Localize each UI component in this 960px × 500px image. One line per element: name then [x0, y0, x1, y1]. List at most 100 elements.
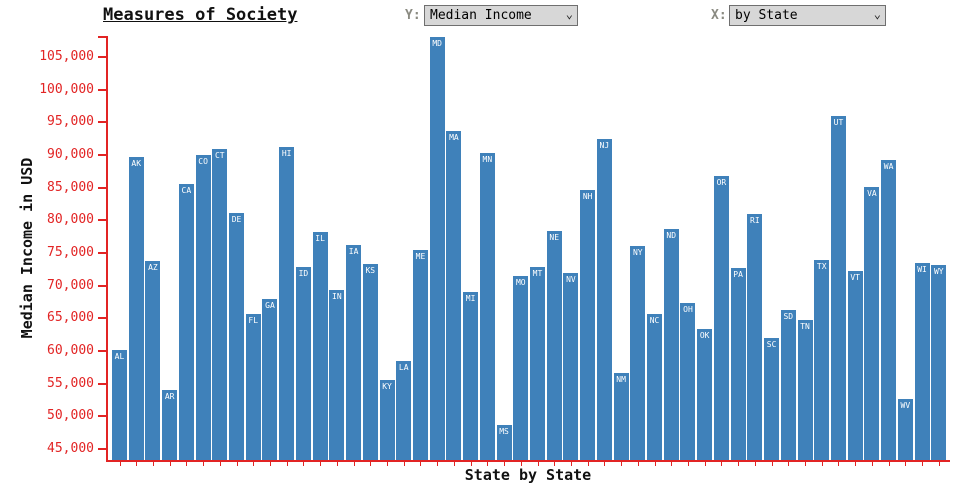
y-tick-label: 105,000: [39, 49, 94, 64]
bar-label: NJ: [599, 141, 610, 151]
bar-label: UT: [833, 117, 844, 127]
x-tick: [236, 462, 238, 466]
x-tick: [621, 462, 623, 466]
bar-label: AK: [131, 158, 142, 168]
bar-label: NY: [632, 247, 643, 257]
y-tick-label: 75,000: [47, 245, 94, 260]
x-tick: [136, 462, 138, 466]
bar-label: KS: [365, 266, 376, 276]
bar: [279, 147, 295, 460]
x-tick: [370, 462, 372, 466]
bar: [195, 155, 211, 460]
y-axis-line: [106, 36, 108, 462]
x-tick: [504, 462, 506, 466]
bar-label: OH: [683, 305, 693, 315]
y-tick: [98, 284, 106, 287]
bar: [212, 149, 228, 460]
bar: [396, 360, 412, 460]
x-tick: [203, 462, 205, 466]
bar-label: SD: [783, 312, 794, 322]
x-tick: [537, 462, 539, 466]
bar: [914, 263, 930, 460]
y-tick: [98, 317, 106, 320]
y-tick-label: 60,000: [47, 343, 94, 358]
x-tick: [922, 462, 924, 466]
bar: [530, 267, 545, 460]
bar-label: VA: [867, 189, 877, 198]
bar-label: IA: [348, 246, 359, 256]
bar-label: WV: [900, 401, 911, 411]
bar: [295, 266, 311, 460]
bar-label: AL: [114, 352, 125, 362]
bar: [780, 310, 796, 460]
bar: [479, 153, 495, 460]
bar: [613, 373, 629, 460]
bar-label: WI: [917, 265, 927, 275]
bar: [864, 187, 880, 460]
bar: [596, 139, 612, 460]
bar: [362, 264, 378, 460]
y-axis-end-tick: [98, 36, 106, 38]
bar-label: NE: [549, 232, 560, 242]
x-tick: [253, 462, 255, 466]
bar-label: ME: [415, 252, 426, 262]
bar: [496, 424, 512, 460]
bar: [429, 36, 445, 460]
bar: [162, 389, 178, 460]
bar-label: PA: [733, 270, 743, 280]
y-tick: [98, 88, 106, 91]
bar: [830, 115, 846, 460]
y-tick-label: 55,000: [47, 375, 94, 391]
x-tick: [420, 462, 422, 466]
x-tick: [554, 462, 556, 466]
x-tick: [269, 462, 271, 466]
bar: [814, 260, 830, 460]
bar: [112, 350, 127, 460]
bar: [546, 230, 562, 460]
bar-label: GA: [265, 301, 275, 311]
y-axis-select[interactable]: Median Income: [424, 5, 578, 26]
x-tick: [838, 462, 840, 466]
bar: [580, 190, 596, 460]
x-tick: [871, 462, 873, 466]
bar: [145, 260, 161, 460]
x-tick: [654, 462, 656, 466]
x-tick: [587, 462, 589, 466]
y-tick-label: 45,000: [47, 441, 94, 456]
bar: [747, 214, 763, 460]
x-tick: [353, 462, 355, 466]
x-axis-select[interactable]: by State: [729, 5, 886, 26]
y-axis-control-label: Y:: [405, 8, 421, 23]
bar: [262, 299, 278, 460]
x-tick: [437, 462, 439, 466]
x-tick: [403, 462, 405, 466]
x-tick: [520, 462, 522, 466]
x-tick: [119, 462, 121, 466]
y-tick-label: 50,000: [47, 408, 94, 424]
bar: [329, 289, 345, 460]
x-tick: [788, 462, 790, 466]
x-tick: [687, 462, 689, 466]
bar: [730, 268, 746, 460]
y-tick: [98, 448, 106, 450]
bar-label: MT: [532, 269, 543, 279]
bar-label: FL: [248, 315, 259, 325]
y-tick-label: 95,000: [47, 114, 94, 130]
x-tick: [470, 462, 472, 466]
x-tick: [938, 462, 940, 466]
x-tick: [754, 462, 756, 466]
bar: [630, 245, 646, 460]
y-tick-label: 65,000: [47, 310, 94, 326]
y-tick: [98, 56, 106, 58]
bar: [245, 313, 261, 460]
y-tick-label: 90,000: [47, 147, 94, 162]
y-tick-label: 70,000: [47, 277, 94, 293]
x-tick: [704, 462, 706, 466]
bar-label: MA: [449, 133, 459, 143]
x-tick: [855, 462, 857, 466]
x-tick: [671, 462, 673, 466]
bar-label: CO: [198, 157, 208, 166]
x-tick: [286, 462, 288, 466]
bar-label: LA: [398, 362, 409, 372]
bar-label: MO: [515, 277, 526, 287]
